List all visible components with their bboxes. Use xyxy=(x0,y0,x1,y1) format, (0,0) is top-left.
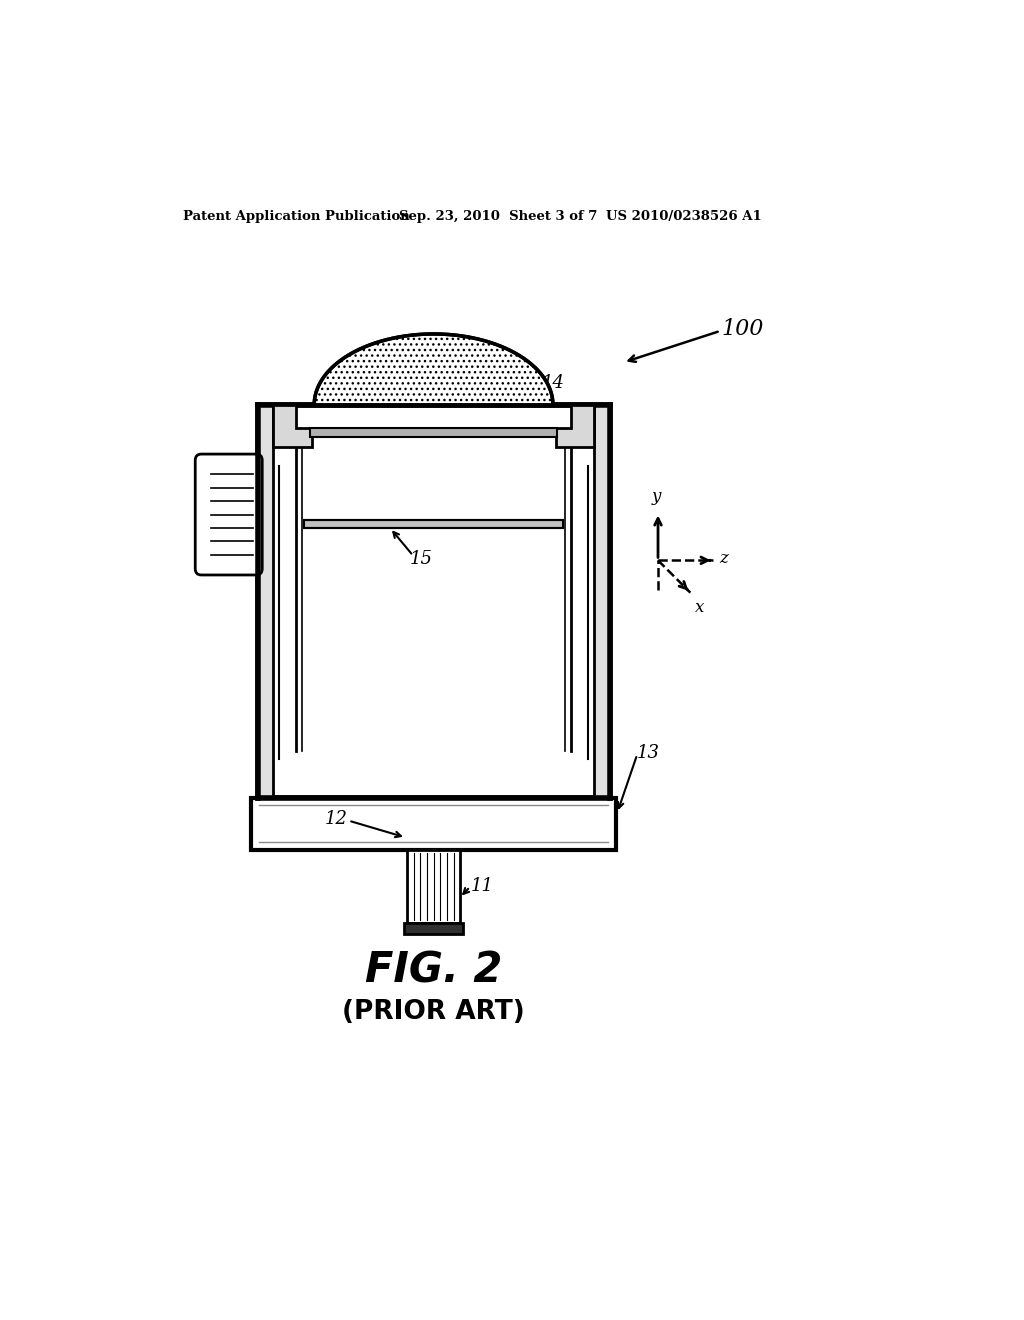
Bar xyxy=(252,797,615,850)
Polygon shape xyxy=(556,405,594,447)
Text: x: x xyxy=(695,599,705,616)
FancyBboxPatch shape xyxy=(196,454,262,576)
Text: FIG. 2: FIG. 2 xyxy=(365,950,502,991)
Polygon shape xyxy=(273,405,311,447)
Polygon shape xyxy=(314,334,553,405)
Bar xyxy=(404,923,463,933)
Bar xyxy=(408,850,460,923)
Bar xyxy=(258,405,609,797)
Text: Patent Application Publication: Patent Application Publication xyxy=(183,210,410,223)
Bar xyxy=(258,405,273,797)
Polygon shape xyxy=(314,334,553,405)
Text: Sep. 23, 2010  Sheet 3 of 7: Sep. 23, 2010 Sheet 3 of 7 xyxy=(398,210,597,223)
Text: 100: 100 xyxy=(722,318,764,341)
Text: 14: 14 xyxy=(542,375,565,392)
Text: 15: 15 xyxy=(410,550,433,568)
Text: y: y xyxy=(652,488,662,506)
Bar xyxy=(310,428,557,437)
Text: (PRIOR ART): (PRIOR ART) xyxy=(342,998,525,1024)
Text: z: z xyxy=(720,550,728,568)
Text: 12: 12 xyxy=(325,810,348,828)
Bar xyxy=(594,405,609,797)
Bar xyxy=(304,520,563,528)
Text: US 2010/0238526 A1: US 2010/0238526 A1 xyxy=(606,210,762,223)
Text: 11: 11 xyxy=(471,876,494,895)
Text: 13: 13 xyxy=(637,744,660,762)
